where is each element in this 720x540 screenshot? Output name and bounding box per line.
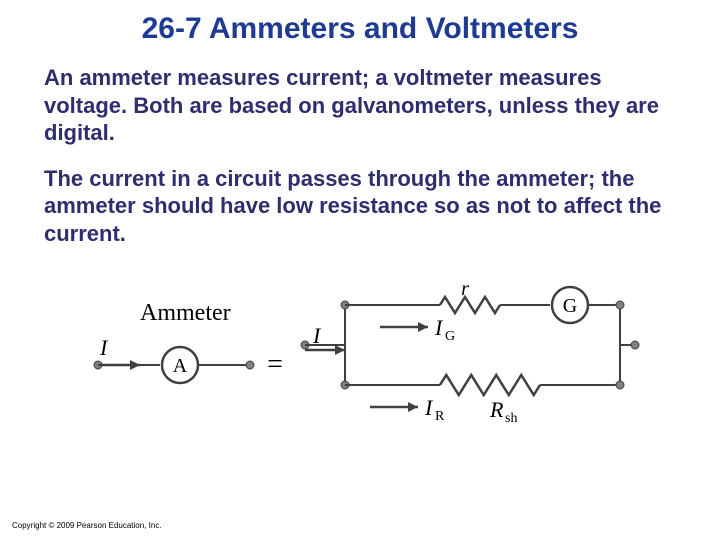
svg-text:r: r xyxy=(461,278,469,300)
circuit-diagram: AmmeterIA=IrGIGIRRsh xyxy=(40,265,680,425)
svg-text:I: I xyxy=(424,395,434,420)
copyright-text: Copyright © 2009 Pearson Education, Inc. xyxy=(12,521,162,530)
svg-text:I: I xyxy=(434,315,444,340)
svg-text:I: I xyxy=(99,335,109,360)
svg-text:G: G xyxy=(563,295,577,317)
svg-text:=: = xyxy=(267,349,283,380)
paragraph-1: An ammeter measures current; a voltmeter… xyxy=(40,64,680,147)
svg-text:R: R xyxy=(435,409,445,424)
page-title: 26-7 Ammeters and Voltmeters xyxy=(40,12,680,46)
svg-text:R: R xyxy=(489,397,504,422)
svg-text:A: A xyxy=(173,355,188,377)
svg-text:Ammeter: Ammeter xyxy=(140,300,231,326)
svg-text:G: G xyxy=(445,329,455,344)
paragraph-2: The current in a circuit passes through … xyxy=(40,165,680,248)
svg-text:sh: sh xyxy=(505,411,517,425)
